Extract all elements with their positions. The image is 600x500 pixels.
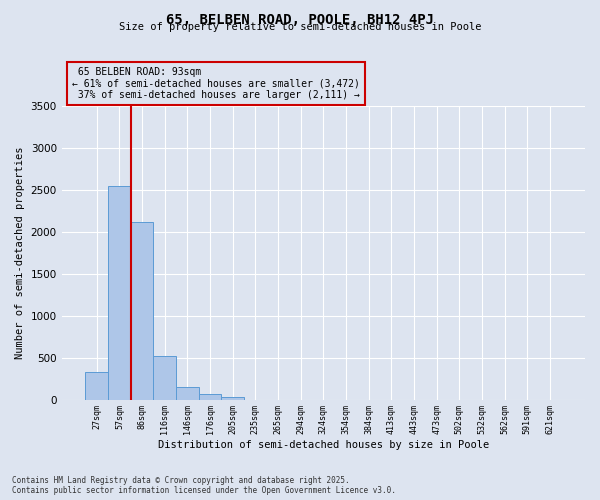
Bar bbox=[199, 394, 221, 400]
Text: 65 BELBEN ROAD: 93sqm
← 61% of semi-detached houses are smaller (3,472)
 37% of : 65 BELBEN ROAD: 93sqm ← 61% of semi-deta… bbox=[72, 67, 360, 100]
Y-axis label: Number of semi-detached properties: Number of semi-detached properties bbox=[15, 146, 25, 359]
Bar bbox=[221, 397, 244, 400]
Bar bbox=[131, 222, 154, 400]
Bar bbox=[108, 186, 131, 400]
Bar bbox=[176, 387, 199, 400]
Bar bbox=[85, 372, 108, 400]
Text: Size of property relative to semi-detached houses in Poole: Size of property relative to semi-detach… bbox=[119, 22, 481, 32]
Bar bbox=[154, 356, 176, 400]
Text: 65, BELBEN ROAD, POOLE, BH12 4PJ: 65, BELBEN ROAD, POOLE, BH12 4PJ bbox=[166, 12, 434, 26]
X-axis label: Distribution of semi-detached houses by size in Poole: Distribution of semi-detached houses by … bbox=[158, 440, 489, 450]
Text: Contains HM Land Registry data © Crown copyright and database right 2025.
Contai: Contains HM Land Registry data © Crown c… bbox=[12, 476, 396, 495]
